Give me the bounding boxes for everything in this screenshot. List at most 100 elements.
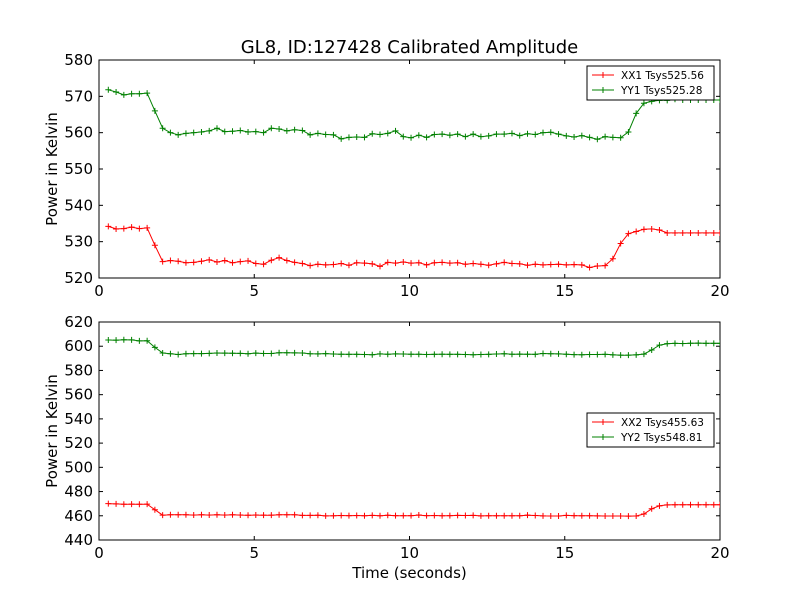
data-point — [260, 512, 267, 519]
data-point — [361, 134, 368, 141]
data-point — [283, 257, 290, 264]
data-point — [586, 351, 593, 358]
data-point — [314, 350, 321, 357]
data-point — [602, 351, 609, 358]
data-point — [710, 340, 717, 347]
x-tick-label: 15 — [555, 544, 574, 562]
data-point — [578, 261, 585, 268]
data-point — [717, 340, 720, 347]
data-point — [345, 512, 352, 519]
data-point — [167, 511, 174, 518]
data-point — [260, 129, 267, 136]
data-point — [314, 261, 321, 268]
data-point — [276, 349, 283, 356]
data-point — [120, 91, 127, 98]
data-point — [198, 128, 205, 135]
data-point — [640, 351, 647, 358]
data-point — [136, 501, 143, 508]
x-axis-label: Time (seconds) — [351, 564, 467, 582]
data-point — [563, 261, 570, 268]
data-point — [400, 350, 407, 357]
data-point — [128, 90, 135, 97]
data-point — [695, 229, 702, 236]
legend-box — [586, 65, 715, 101]
data-point — [283, 127, 290, 134]
data-point — [695, 340, 702, 347]
data-point — [198, 350, 205, 357]
data-point — [260, 350, 267, 357]
data-point — [540, 261, 547, 268]
data-point — [640, 510, 647, 517]
data-point — [679, 229, 686, 236]
chart-title: GL8, ID:127428 Calibrated Amplitude — [241, 37, 579, 58]
data-point — [532, 261, 539, 268]
data-point — [175, 131, 182, 138]
data-point — [633, 228, 640, 235]
data-point — [633, 513, 640, 520]
x-tick-label: 10 — [400, 282, 419, 300]
data-point — [687, 340, 694, 347]
data-point — [120, 225, 127, 232]
legend-label: YY2 Tsys548.81 — [620, 432, 702, 444]
data-point — [182, 350, 189, 357]
data-point — [664, 501, 671, 508]
data-point — [384, 512, 391, 519]
data-point — [485, 351, 492, 358]
data-point — [493, 512, 500, 519]
data-point — [508, 512, 515, 519]
data-point — [408, 512, 415, 519]
data-point — [353, 512, 360, 519]
data-point — [586, 134, 593, 141]
data-point — [175, 511, 182, 518]
data-point — [307, 350, 314, 357]
data-point — [307, 262, 314, 269]
data-point — [338, 260, 345, 267]
data-point — [508, 351, 515, 358]
data-point — [198, 258, 205, 265]
data-point — [260, 261, 267, 268]
data-point — [252, 350, 259, 357]
data-point — [516, 512, 523, 519]
data-point — [268, 350, 275, 357]
data-point — [105, 500, 112, 507]
data-point — [113, 88, 120, 95]
data-point — [602, 513, 609, 520]
data-point — [190, 259, 197, 266]
data-point — [369, 351, 376, 358]
data-point — [423, 351, 430, 358]
data-point — [159, 350, 166, 357]
data-point — [671, 340, 678, 347]
data-point — [648, 225, 655, 232]
data-point — [710, 501, 717, 508]
data-point — [245, 257, 252, 264]
data-point — [703, 340, 710, 347]
data-point — [299, 127, 306, 134]
data-point — [322, 261, 329, 268]
data-point — [664, 229, 671, 236]
y-tick-label: 500 — [64, 458, 93, 476]
data-point — [602, 262, 609, 269]
data-point — [563, 351, 570, 358]
data-point — [439, 512, 446, 519]
data-point — [330, 512, 337, 519]
data-point — [330, 350, 337, 357]
data-point — [369, 260, 376, 267]
y-tick-label: 480 — [64, 483, 93, 501]
data-point — [532, 131, 539, 138]
data-point — [221, 512, 228, 519]
data-point — [144, 224, 151, 231]
data-point — [454, 512, 461, 519]
data-point — [454, 259, 461, 266]
data-point — [446, 132, 453, 139]
x-tick-label: 0 — [94, 282, 104, 300]
data-point — [120, 336, 127, 343]
series-2 — [105, 336, 720, 359]
data-point — [128, 336, 135, 343]
data-point — [392, 350, 399, 357]
data-point — [237, 512, 244, 519]
data-point — [276, 126, 283, 133]
data-point — [687, 501, 694, 508]
data-point — [501, 350, 508, 357]
legend-label: YY1 Tsys525.28 — [620, 85, 702, 97]
data-point — [105, 337, 112, 344]
